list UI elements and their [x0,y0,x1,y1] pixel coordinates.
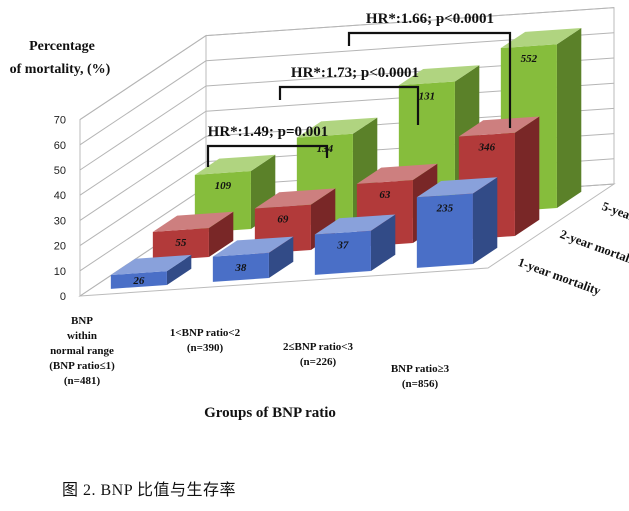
category-label: (n=226) [300,356,337,368]
bar-top-5-year-mortality [296,117,378,138]
hr-label: HR*:1.49; p=0.001 [208,124,329,140]
y-tick-label: 50 [54,165,66,177]
y-tick-label: 20 [54,241,66,253]
x-axis-title: Groups of BNP ratio [204,405,336,421]
category-label: BNP ratio≥3 [391,363,450,375]
hr-label: HR*:1.73; p<0.0001 [291,65,419,81]
gridline [79,32,615,146]
data-label: 69 [277,214,289,226]
bar-top-5-year-mortality [500,27,582,49]
bar-top-5-year-mortality [194,154,276,175]
series-label: 1-year mortality [516,255,603,298]
data-label: 109 [215,180,232,192]
bar-side-2-year-mortality [514,116,540,237]
category-label: (n=390) [187,342,224,354]
hr-bracket [278,85,420,125]
hr-bracket [347,31,512,128]
bar-1-year-mortality [416,193,473,268]
y-tick-label: 70 [54,115,66,127]
bar-side-2-year-mortality [208,211,234,258]
data-label: 134 [317,143,334,155]
data-label: 235 [436,202,454,214]
bar-side-5-year-mortality [556,27,582,209]
figure-caption: 图 2. BNP 比值与生存率 [62,482,237,499]
bar-top-1-year-mortality [416,177,498,198]
series-label: 2-year mortality [558,227,629,270]
hr-label: HR*:1.66; p<0.0001 [366,11,494,27]
category-label: normal range [50,345,114,357]
bar-top-2-year-mortality [152,211,234,232]
bar-top-2-year-mortality [458,116,540,137]
data-label: 26 [132,275,145,287]
category-label: (n=481) [64,375,101,387]
y-tick-label: 0 [60,291,66,303]
data-label: 38 [234,262,247,274]
y-tick-label: 60 [54,140,66,152]
data-label: 55 [175,237,187,249]
bar-top-1-year-mortality [314,214,396,235]
bar-1-year-mortality [314,230,371,275]
bar-side-1-year-mortality [268,236,294,279]
bar-2-year-mortality [152,228,209,261]
bar-side-1-year-mortality [166,254,192,286]
bar-side-1-year-mortality [370,214,396,272]
y-tick-label: 10 [54,266,66,278]
series-label: 5-year mortality [600,199,629,242]
category-label: (BNP ratio≤1) [49,360,115,372]
bar-1-year-mortality [212,252,269,282]
category-label: BNP [71,315,93,327]
data-label: 552 [521,53,538,65]
hr-bracket [206,144,329,167]
y-tick-label: 30 [54,215,66,227]
gridline [79,7,615,121]
bar-top-2-year-mortality [356,163,438,184]
data-label: 131 [419,90,436,102]
bar-top-2-year-mortality [254,188,336,209]
data-label: 63 [379,189,391,201]
bar-1-year-mortality [110,271,167,289]
y-axis: 0 10 20 30 40 50 60 70 [54,115,66,303]
hr-annotations: HR*:1.49; p=0.001 HR*:1.73; p<0.0001 HR*:1… [206,11,512,167]
data-label: 346 [478,142,496,154]
bar-side-1-year-mortality [472,177,498,265]
bars: 109 134 131 552 55 69 63 346 26 38 37 235 [110,27,582,289]
bar-top-1-year-mortality [212,236,294,257]
category-label: 2≤BNP ratio<3 [283,341,354,353]
data-label: 37 [336,240,349,252]
y-tick-label: 40 [54,190,66,202]
y-axis-title: Percentage [29,39,95,54]
category-label: 1<BNP ratio<2 [170,327,241,339]
category-label: (n=856) [402,378,439,390]
bar-top-5-year-mortality [398,65,480,86]
y-axis-title: of mortality, (%) [10,62,111,77]
bar-top-1-year-mortality [110,254,192,275]
category-label: within [67,330,97,342]
